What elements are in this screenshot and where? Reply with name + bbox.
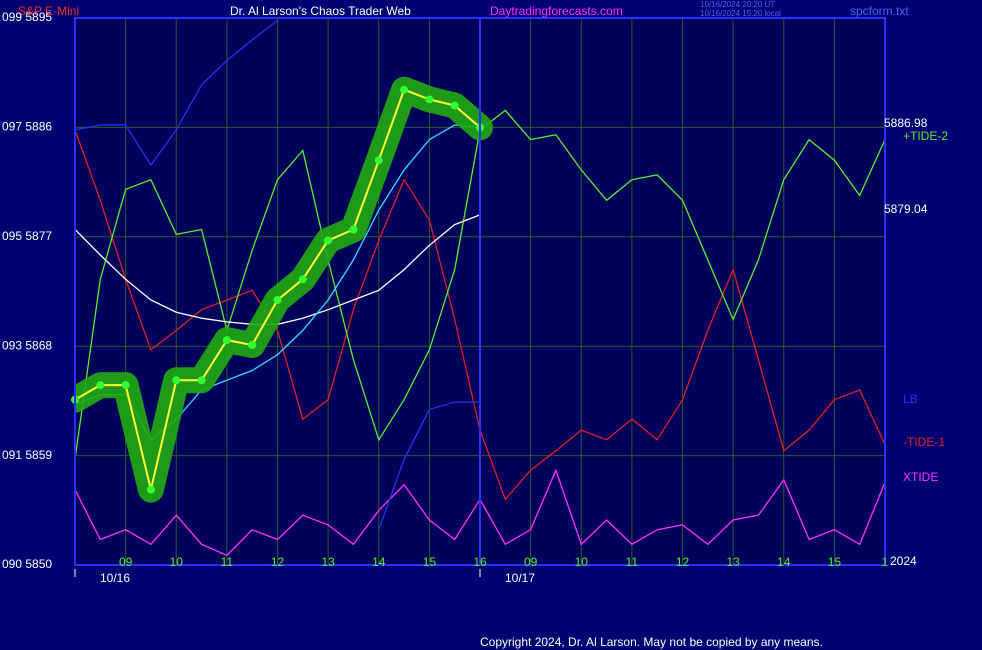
price-point <box>298 275 307 284</box>
timestamp: 10/16/2024 20:20 UT <box>700 0 775 9</box>
x-tick-label: 09 <box>524 555 538 569</box>
price-point <box>324 236 333 245</box>
x-tick-label: 11 <box>626 555 639 569</box>
y-tick-label: 097 5886 <box>2 120 52 134</box>
price-point <box>248 340 257 349</box>
x-tick-label: 11 <box>221 555 234 569</box>
legend-entry: +TIDE-2 <box>903 129 948 143</box>
x-tick-label: 15 <box>423 555 437 569</box>
y-tick-label: 093 5868 <box>2 338 52 352</box>
price-point <box>172 376 181 385</box>
price-point <box>400 85 409 94</box>
series-line <box>378 401 480 530</box>
x-tick-label: 12 <box>676 555 690 569</box>
y-tick-label: 099 5895 <box>2 10 52 24</box>
file-name: spcform.txt <box>850 4 909 18</box>
price-point <box>222 336 231 345</box>
timestamp: 10/16/2024 15:20 local <box>700 9 781 18</box>
date-label: 10/16 <box>100 571 130 585</box>
price-point <box>349 225 358 234</box>
site: Daytradingforecasts.com <box>490 4 623 18</box>
price-point <box>197 376 206 385</box>
copyright: Copyright 2024, Dr. Al Larson. May not b… <box>480 635 823 649</box>
series-line <box>75 19 278 167</box>
price-point <box>96 381 105 390</box>
x-tick-label: 10 <box>170 555 184 569</box>
price-point <box>273 296 282 305</box>
x-tick-label: 15 <box>828 555 842 569</box>
last-price: 5886.98 <box>884 116 928 130</box>
legend-entry: -TIDE-1 <box>903 435 945 449</box>
chart-title: Dr. Al Larson's Chaos Trader Web <box>230 4 411 18</box>
x-tick-label: 10 <box>575 555 589 569</box>
x-tick-label: 13 <box>321 555 335 569</box>
price-point <box>374 156 383 165</box>
y-tick-label: 095 5877 <box>2 229 52 243</box>
x-tick-label: 09 <box>119 555 133 569</box>
x-tick-label: 14 <box>777 555 791 569</box>
year: 2024 <box>890 554 917 568</box>
x-tick-label: 1 <box>882 555 889 569</box>
x-tick-label: 12 <box>271 555 285 569</box>
x-tick-label: 13 <box>726 555 740 569</box>
y-tick-label: 091 5859 <box>2 448 52 462</box>
legend-entry: LB <box>903 392 918 406</box>
legend-entry: XTIDE <box>903 470 938 484</box>
y-tick-label: 090 5850 <box>2 557 52 571</box>
x-tick-label: 14 <box>372 555 386 569</box>
price-point <box>146 485 155 494</box>
price-point <box>425 95 434 104</box>
price-point <box>121 381 130 390</box>
x-tick-label: 16 <box>473 555 487 569</box>
subtitle: S&P E-Mini <box>18 4 79 18</box>
date-label: 10/17 <box>505 571 535 585</box>
price-point <box>450 101 459 110</box>
last-average: 5879.04 <box>884 202 928 216</box>
